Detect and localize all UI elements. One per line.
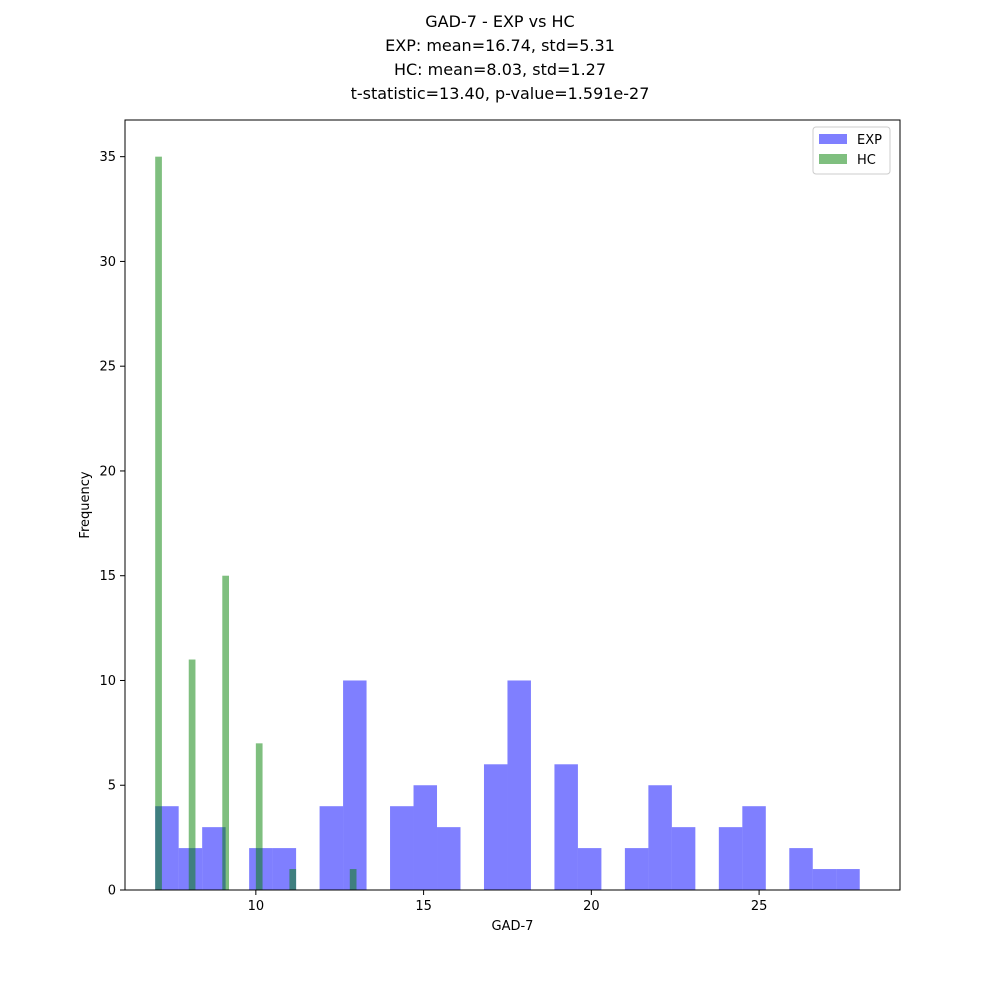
x-tick-label: 25 (751, 899, 768, 914)
bar-exp-2 (202, 827, 226, 890)
legend-swatch-hc (819, 154, 847, 164)
y-tick-label: 35 (99, 150, 116, 165)
legend-swatch-exp (819, 134, 847, 144)
x-tick-label: 10 (248, 899, 265, 914)
bars-layer (155, 156, 860, 890)
title-line-2: EXP: mean=16.74, std=5.31 (385, 36, 615, 55)
bar-exp-20 (624, 848, 649, 890)
bar-hc-2 (222, 575, 230, 890)
legend-label-exp: EXP (857, 133, 882, 148)
y-tick-label: 30 (99, 255, 116, 270)
y-tick-label: 25 (99, 360, 116, 375)
bar-exp-24 (718, 827, 743, 890)
bar-exp-14 (483, 764, 508, 890)
title-line-1: GAD-7 - EXP vs HC (425, 12, 575, 31)
y-axis-ticks: 0 5 10 15 20 25 30 35 (99, 150, 125, 899)
x-axis-label: GAD-7 (492, 919, 534, 934)
bar-exp-28 (812, 869, 837, 890)
bar-exp-12 (437, 827, 461, 890)
plot-frame (124, 119, 901, 891)
y-tick-label: 10 (99, 674, 116, 689)
x-tick-label: 15 (415, 899, 432, 914)
bar-exp-18 (577, 848, 602, 890)
legend-label-hc: HC (857, 153, 876, 168)
bar-exp-17 (554, 764, 578, 890)
bar-hc-0 (155, 156, 162, 890)
bar-exp-25 (742, 806, 766, 890)
y-tick-label: 0 (108, 884, 116, 899)
title-line-4: t-statistic=13.40, p-value=1.591e-27 (350, 84, 650, 103)
y-axis-label: Frequency (78, 471, 93, 538)
bar-exp-27 (789, 848, 813, 890)
x-tick-label: 20 (583, 899, 600, 914)
chart-title: GAD-7 - EXP vs HC EXP: mean=16.74, std=5… (0, 10, 1000, 106)
x-axis-ticks: 10 15 20 25 (248, 890, 768, 914)
y-tick-label: 15 (99, 569, 116, 584)
bar-hc-5 (349, 869, 357, 890)
bar-exp-8 (343, 680, 367, 890)
bar-exp-21 (648, 785, 672, 890)
bar-exp-29 (836, 869, 860, 890)
bar-exp-15 (507, 680, 531, 890)
title-line-3: HC: mean=8.03, std=1.27 (393, 60, 607, 79)
bar-exp-10 (390, 806, 414, 890)
bar-exp-11 (413, 785, 438, 890)
legend: EXP HC (812, 126, 891, 175)
bar-hc-3 (255, 743, 263, 890)
bar-hc-4 (289, 869, 297, 890)
bar-exp-7 (319, 806, 344, 890)
y-tick-label: 5 (108, 779, 116, 794)
bar-exp-22 (671, 827, 696, 890)
bar-hc-1 (188, 659, 196, 890)
y-tick-label: 20 (99, 464, 116, 479)
